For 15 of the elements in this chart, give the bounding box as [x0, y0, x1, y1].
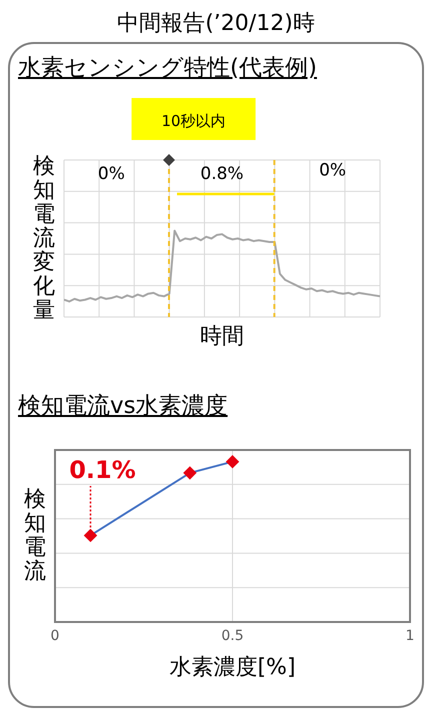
text: 0%	[319, 160, 346, 181]
x-tick-label: 0.5	[221, 628, 244, 644]
y-axis-title: 検知電流	[24, 487, 46, 584]
annotation: 0.1%	[69, 456, 136, 484]
chart-title: 中間報告(’20/12)時	[116, 10, 316, 38]
text: 0.8%	[200, 164, 244, 184]
text: 10秒以内	[162, 112, 226, 130]
chart-title: 検知電流vs水素濃度	[18, 392, 228, 421]
chart-subtitle: 水素センシング特性(代表例)	[18, 54, 317, 83]
x-axis-title: 時間	[199, 323, 245, 351]
x-tick-label: 1	[406, 628, 414, 644]
y-axis-title: 検知電流変化量	[33, 154, 55, 322]
x-axis-title: 水素濃度[%]	[168, 654, 297, 682]
text: 0%	[98, 164, 125, 184]
x-tick-label: 0	[50, 628, 60, 644]
